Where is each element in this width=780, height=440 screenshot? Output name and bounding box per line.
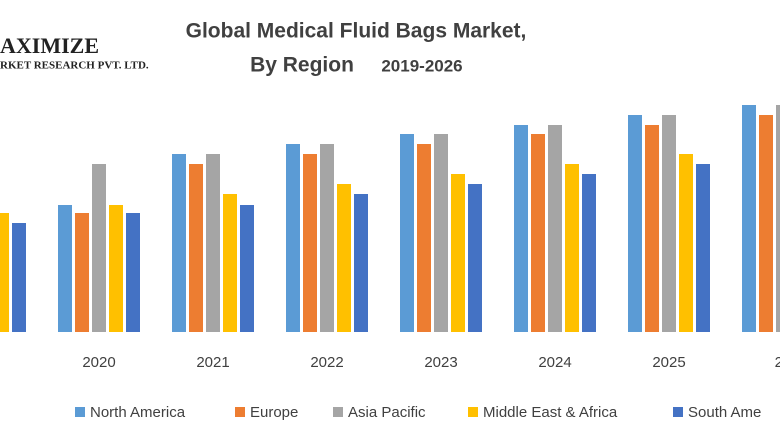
legend-label: Europe — [250, 404, 298, 421]
x-tick-label: 2024 — [538, 354, 571, 371]
bar — [645, 125, 659, 332]
bar — [434, 134, 448, 332]
legend-marker — [673, 407, 683, 417]
legend-label: North America — [90, 404, 186, 421]
x-tick-label: 2023 — [424, 354, 457, 371]
legend-marker — [235, 407, 245, 417]
bar — [0, 213, 9, 332]
bar — [320, 144, 334, 332]
bar — [240, 205, 254, 332]
bar — [75, 213, 89, 332]
bar — [565, 164, 579, 332]
bar — [548, 125, 562, 332]
x-tick-label: 20 — [775, 354, 780, 371]
bar — [286, 144, 300, 332]
bar — [451, 174, 465, 332]
bar — [109, 205, 123, 332]
legend-label: South Ame — [688, 404, 761, 421]
bar — [400, 134, 414, 332]
bar — [303, 154, 317, 332]
bar — [58, 205, 72, 332]
bar — [514, 125, 528, 332]
legend-marker — [468, 407, 478, 417]
chart-period: 2019-2026 — [381, 56, 462, 75]
logo-name: AXIMIZE — [0, 33, 99, 58]
bar — [531, 134, 545, 332]
bar — [223, 194, 237, 332]
bar — [12, 223, 26, 332]
bar — [742, 105, 756, 332]
bar — [354, 194, 368, 332]
bar — [628, 115, 642, 332]
bar — [662, 115, 676, 332]
bar — [679, 154, 693, 332]
x-tick-label: 2022 — [310, 354, 343, 371]
logo-tagline: RKET RESEARCH PVT. LTD. — [0, 60, 149, 72]
bar — [189, 164, 203, 332]
legend-marker — [75, 407, 85, 417]
bar — [337, 184, 351, 332]
bar — [206, 154, 220, 332]
bar — [92, 164, 106, 332]
legend-label: Middle East & Africa — [483, 404, 618, 421]
chart-subtitle: By Region — [250, 54, 354, 77]
bar — [417, 144, 431, 332]
bar — [759, 115, 773, 332]
bar — [582, 174, 596, 332]
legend-label: Asia Pacific — [348, 404, 426, 421]
x-tick-label: 2025 — [652, 354, 685, 371]
bar — [696, 164, 710, 332]
bar — [172, 154, 186, 332]
chart-title: Global Medical Fluid Bags Market, — [186, 20, 527, 43]
bar — [126, 213, 140, 332]
x-tick-label: 2020 — [82, 354, 115, 371]
x-tick-label: 2021 — [196, 354, 229, 371]
bar — [776, 105, 780, 332]
bar — [468, 184, 482, 332]
legend-marker — [333, 407, 343, 417]
